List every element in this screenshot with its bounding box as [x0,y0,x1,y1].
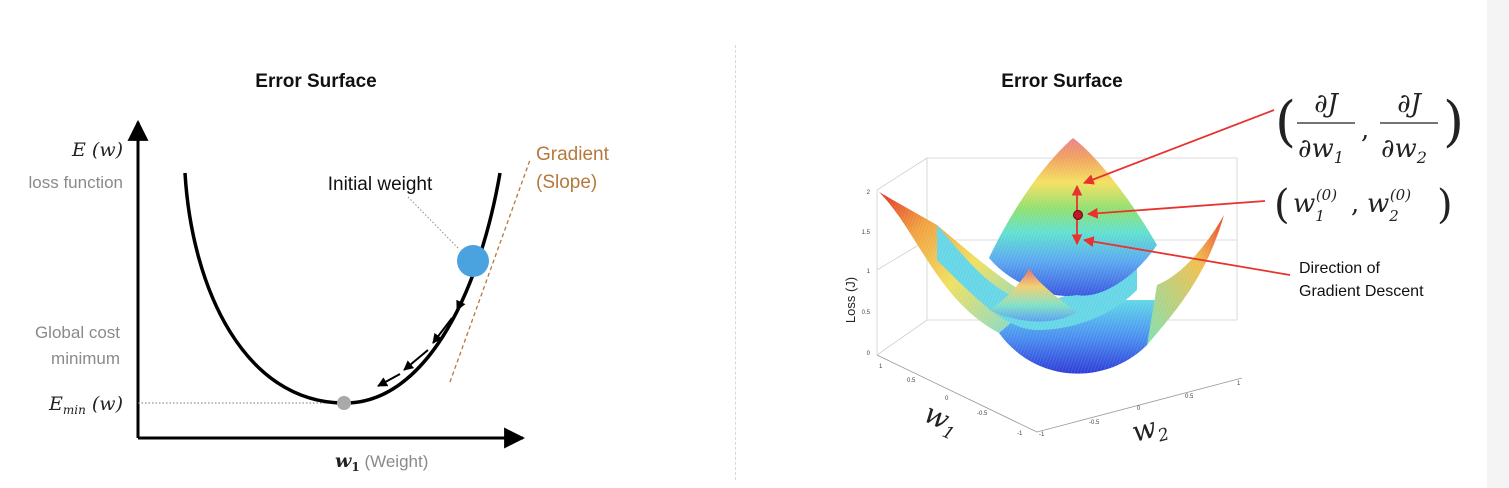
gradient-label-line2: (Slope) [536,172,597,193]
descent-arrow [403,349,429,371]
initial-weight-label: Initial weight [328,174,433,195]
formula-comma: , [1361,115,1369,145]
emin-label: Emin (w) [48,393,123,417]
global-min-label-line2: minimum [51,349,120,368]
point-paren-open: ( [1274,182,1290,228]
loss-surface [879,138,1224,374]
w1-tick: 0 [945,396,949,402]
left-title: Error Surface [255,71,376,92]
formula-numerator-2: ∂J [1397,89,1422,119]
left-diagram-panel: Error Surface E (w) loss function Global… [0,0,735,488]
formula-numerator-1: ∂J [1314,89,1339,119]
panel-divider [735,45,736,480]
z-tick: 0.5 [862,310,871,316]
page-edge-strip [1487,0,1509,488]
w1-tick: 0.5 [907,378,916,384]
w1-tick: -1 [1017,431,1023,437]
w1-tick: 1 [879,364,883,370]
gradient-callout-arrow [1082,109,1275,185]
error-surface-3d: Error Surface Loss (J) [843,71,1464,453]
gradient-formula: ( ∂J ∂w1 , ∂J ∂w2 ) [1275,89,1464,167]
point-w1: w1(0) [1293,186,1337,225]
axis-lines [876,354,1243,433]
x-axis-label: w1 (Weight) [335,450,428,474]
descent-label-line1: Direction of [1299,260,1380,277]
global-minimum-dot [337,396,351,410]
point-paren-close: ) [1437,182,1453,228]
point-w2: w2(0) [1367,186,1411,225]
gradient-label-line1: Gradient [536,144,610,165]
z-axis-label: Loss (J) [843,277,858,323]
point-comma: , [1351,189,1359,219]
z-tick: 1.5 [862,230,871,236]
descent-arrow [456,280,472,311]
descent-arrow [432,317,453,344]
w2-tick: 0 [1137,406,1141,412]
error-curve-diagram: Error Surface E (w) loss function Global… [29,71,610,474]
descent-label-line2: Gradient Descent [1299,283,1424,300]
gradient-tangent-line [449,159,531,383]
w2-tick: 0.5 [1185,394,1194,400]
z-tick: 1 [867,269,871,275]
right-title: Error Surface [1001,71,1122,92]
global-min-label-line1: Global cost [35,323,120,342]
formula-paren-close: ) [1443,90,1464,153]
right-diagram-panel: Error Surface Loss (J) [737,0,1487,488]
descent-callout-arrow [1082,236,1291,276]
point-formula: ( w1(0) , w2(0) ) [1274,182,1453,228]
w2-tick: -0.5 [1089,420,1100,426]
initial-weight-ball [457,245,489,277]
initial-point-dot [1073,210,1083,220]
w1-tick: -0.5 [977,411,988,417]
y-axis-description: loss function [29,173,124,192]
formula-denominator-2: ∂w2 [1381,134,1427,167]
descent-arrow [377,373,401,387]
z-tick: 2 [867,190,871,196]
w1-axis-label: w1 [917,396,964,444]
w2-axis-label: w2 [1128,408,1171,453]
initial-weight-pointer [407,196,459,249]
w2-tick: -1 [1039,432,1045,438]
formula-denominator-1: ∂w1 [1298,134,1344,167]
error-curve [183,172,502,405]
z-tick: 0 [867,351,871,357]
w2-tick: 1 [1237,381,1241,387]
point-callout-arrow [1086,200,1266,219]
y-axis-symbol: E (w) [71,139,123,161]
formula-paren-open: ( [1275,90,1296,153]
